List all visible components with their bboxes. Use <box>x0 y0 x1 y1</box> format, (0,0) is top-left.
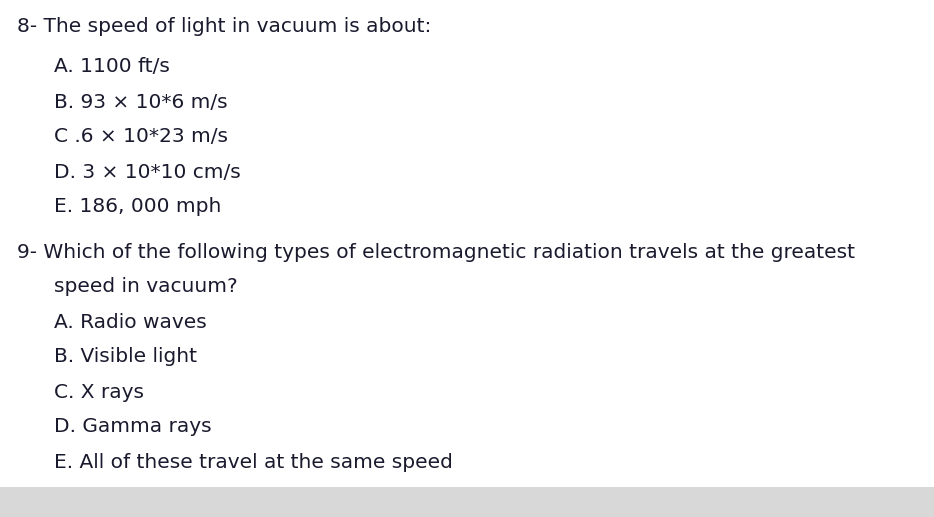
Text: B. 93 × 10*6 m/s: B. 93 × 10*6 m/s <box>54 93 228 112</box>
Text: D. Gamma rays: D. Gamma rays <box>54 418 212 436</box>
Text: D. 3 × 10*10 cm/s: D. 3 × 10*10 cm/s <box>54 162 241 181</box>
Bar <box>0 487 934 517</box>
Text: C. X rays: C. X rays <box>54 383 144 402</box>
Text: speed in vacuum?: speed in vacuum? <box>54 278 238 297</box>
Text: A. Radio waves: A. Radio waves <box>54 312 207 331</box>
Text: C .6 × 10*23 m/s: C .6 × 10*23 m/s <box>54 128 228 146</box>
Text: A. 1100 ft/s: A. 1100 ft/s <box>54 57 170 77</box>
Text: 8- The speed of light in vacuum is about:: 8- The speed of light in vacuum is about… <box>17 18 432 37</box>
Text: 9- Which of the following types of electromagnetic radiation travels at the grea: 9- Which of the following types of elect… <box>17 242 855 262</box>
Text: E. All of these travel at the same speed: E. All of these travel at the same speed <box>54 452 453 472</box>
Text: B. Visible light: B. Visible light <box>54 347 197 367</box>
Text: E. 186, 000 mph: E. 186, 000 mph <box>54 197 221 217</box>
